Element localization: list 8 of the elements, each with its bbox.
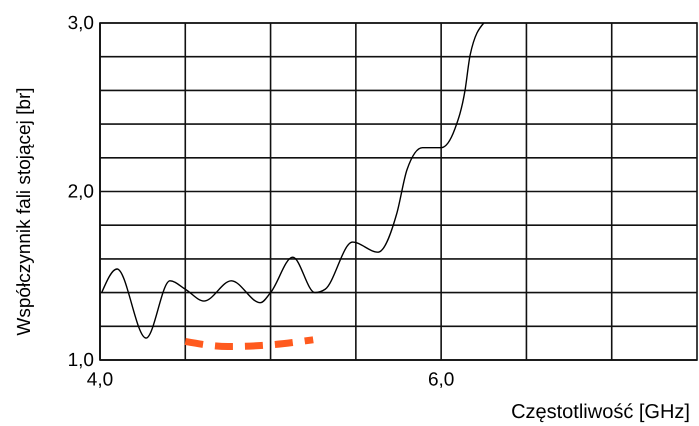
line-series [101,22,484,339]
y-tick-label: 1,0 [68,350,94,372]
x-axis-title: Częstotliwość [GHz] [511,401,690,423]
y-tick-label: 2,0 [68,182,94,203]
x-tick-label: 4,0 [86,369,114,390]
x-tick-label: 6,0 [428,369,454,390]
y-tick-label: 3,0 [68,13,94,34]
y-axis-title: Współczynnik fali stojącej [br] [14,87,35,336]
